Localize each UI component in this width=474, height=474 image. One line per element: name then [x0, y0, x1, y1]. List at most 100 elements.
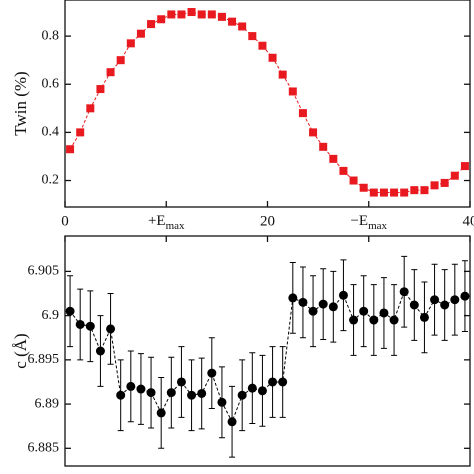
data-point	[247, 383, 257, 393]
data-point	[217, 12, 226, 21]
data-point	[126, 381, 136, 391]
data-point	[86, 104, 95, 113]
data-point	[177, 10, 186, 19]
y-tick-label: 0.8	[42, 28, 60, 43]
data-point	[65, 306, 75, 316]
data-point	[430, 181, 439, 190]
data-point	[146, 388, 156, 398]
data-point	[309, 128, 318, 137]
data-point	[318, 299, 328, 309]
x-tick-label-main: −E	[350, 213, 368, 229]
data-point	[339, 166, 348, 175]
data-point	[409, 300, 419, 310]
data-point	[207, 368, 217, 378]
data-point	[197, 10, 206, 19]
data-point	[460, 162, 469, 171]
data-point	[389, 315, 399, 325]
data-point	[228, 17, 237, 26]
data-point	[450, 171, 459, 180]
data-point	[147, 20, 156, 29]
x-tick-label-sub: max	[166, 220, 185, 232]
data-point	[440, 178, 449, 187]
y-tick-label: 0.6	[42, 76, 60, 91]
data-point	[450, 295, 460, 305]
data-point	[369, 188, 378, 197]
data-point	[136, 29, 145, 38]
data-point	[166, 388, 176, 398]
data-point	[268, 377, 278, 387]
data-point	[379, 308, 389, 318]
data-point	[237, 390, 247, 400]
data-point	[278, 70, 287, 79]
data-point	[106, 68, 115, 77]
data-point	[136, 384, 146, 394]
data-point	[298, 109, 307, 118]
data-point	[187, 390, 197, 400]
y-tick-label: 6.905	[28, 264, 60, 279]
data-point	[197, 388, 207, 398]
data-point	[187, 8, 196, 17]
plot-frame	[64, 235, 471, 467]
data-point	[76, 128, 85, 137]
data-point	[308, 306, 318, 316]
data-point	[420, 186, 429, 195]
data-point	[379, 188, 388, 197]
data-point	[207, 10, 216, 19]
data-point	[116, 56, 125, 65]
data-point	[238, 22, 247, 31]
data-point	[460, 291, 470, 301]
data-point	[430, 295, 440, 305]
data-point	[440, 300, 450, 310]
data-point	[96, 85, 105, 94]
x-tick-label: −Emax	[350, 213, 387, 231]
data-point	[106, 324, 116, 334]
y-tick-label: 6.89	[35, 396, 60, 411]
data-point	[258, 41, 267, 50]
data-point	[338, 290, 348, 300]
x-tick-label-sub: max	[368, 220, 387, 232]
x-tick-label: 0	[61, 213, 69, 229]
y-axis-label: c (Å)	[11, 333, 30, 368]
data-point	[95, 346, 105, 356]
data-point	[248, 32, 257, 41]
x-tick-label: 40	[463, 213, 474, 229]
y-tick-label: 0.4	[42, 125, 60, 140]
data-point	[75, 319, 85, 329]
y-axis-label: Twin (%)	[11, 71, 30, 135]
data-point	[85, 321, 95, 331]
data-point	[328, 302, 338, 312]
data-point	[288, 293, 298, 303]
data-line	[69, 11, 466, 194]
data-point	[278, 377, 288, 387]
plot-frame	[64, 0, 471, 208]
data-point	[257, 386, 267, 396]
data-point	[359, 183, 368, 192]
data-point	[116, 390, 126, 400]
x-tick-label: 20	[260, 213, 275, 229]
data-point	[419, 312, 429, 322]
data-point	[349, 315, 359, 325]
x-tick-label: +Emax	[148, 213, 185, 231]
data-point	[268, 53, 277, 62]
data-point	[288, 87, 297, 96]
y-tick-label: 6.885	[28, 441, 60, 456]
data-point	[126, 39, 135, 48]
y-tick-label: 6.895	[28, 352, 60, 367]
data-point	[156, 408, 166, 418]
data-point	[400, 188, 409, 197]
data-point	[399, 287, 409, 297]
data-point	[390, 188, 399, 197]
data-line	[69, 290, 466, 423]
data-point	[359, 306, 369, 316]
data-point	[349, 176, 358, 185]
data-point	[176, 377, 186, 387]
data-point	[319, 142, 328, 151]
data-point	[217, 397, 227, 407]
x-tick-label-main: +E	[148, 213, 166, 229]
data-point	[227, 417, 237, 427]
data-point	[298, 297, 308, 307]
data-point	[167, 10, 176, 19]
data-point	[369, 315, 379, 325]
y-tick-label: 6.9	[42, 308, 60, 323]
